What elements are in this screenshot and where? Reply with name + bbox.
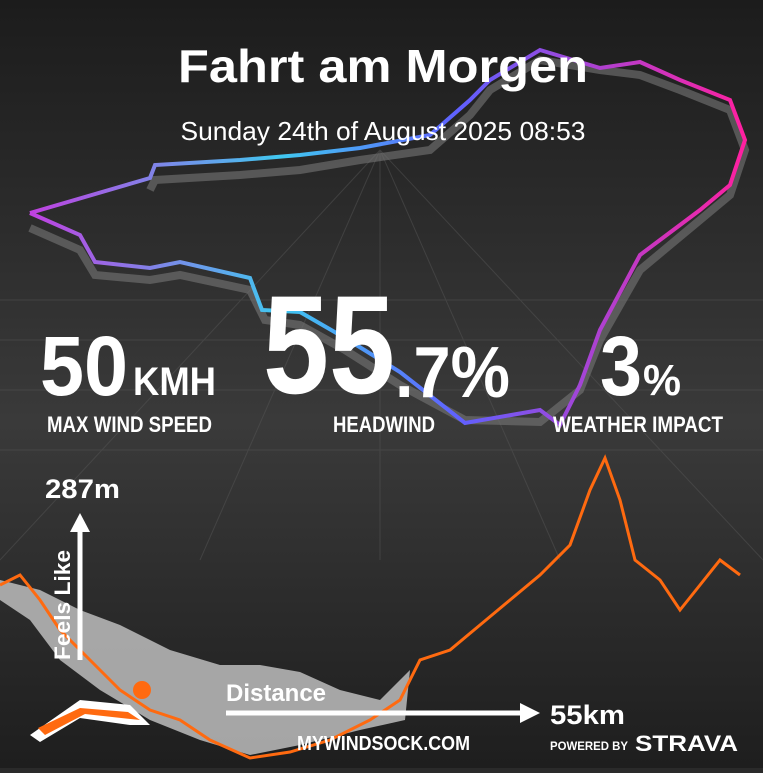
stat-value: 3 — [600, 319, 642, 413]
brand: STRAVA — [635, 731, 738, 756]
stat-unit: KMH — [133, 360, 216, 404]
x-arrow — [226, 703, 540, 723]
stat-label: MAX WIND SPEED — [47, 412, 212, 437]
site: MYWINDSOCK.COM — [297, 733, 470, 755]
logo — [30, 681, 151, 742]
stat-decimal: .7% — [395, 333, 510, 413]
route — [29, 47, 748, 429]
stat-value: 55 — [263, 266, 395, 423]
y-axis-label: Feels Like — [50, 550, 75, 660]
route-shadow — [28, 55, 750, 427]
stat-value: 50 — [40, 319, 128, 413]
stat-unit: % — [643, 356, 681, 405]
max-elevation: 287m — [45, 474, 120, 504]
distance: 55km — [550, 700, 625, 730]
subtitle: Sunday 24th of August 2025 08:53 — [181, 116, 586, 146]
y-arrow — [70, 513, 90, 660]
title: Fahrt am Morgen — [178, 40, 588, 92]
perspective-grid — [0, 149, 763, 561]
x-axis-label: Distance — [226, 680, 326, 707]
stat-label: HEADWIND — [333, 412, 435, 437]
powered-by: POWERED BY — [550, 739, 628, 753]
elevation-line — [0, 454, 741, 760]
stat-label: WEATHER IMPACT — [553, 412, 723, 437]
